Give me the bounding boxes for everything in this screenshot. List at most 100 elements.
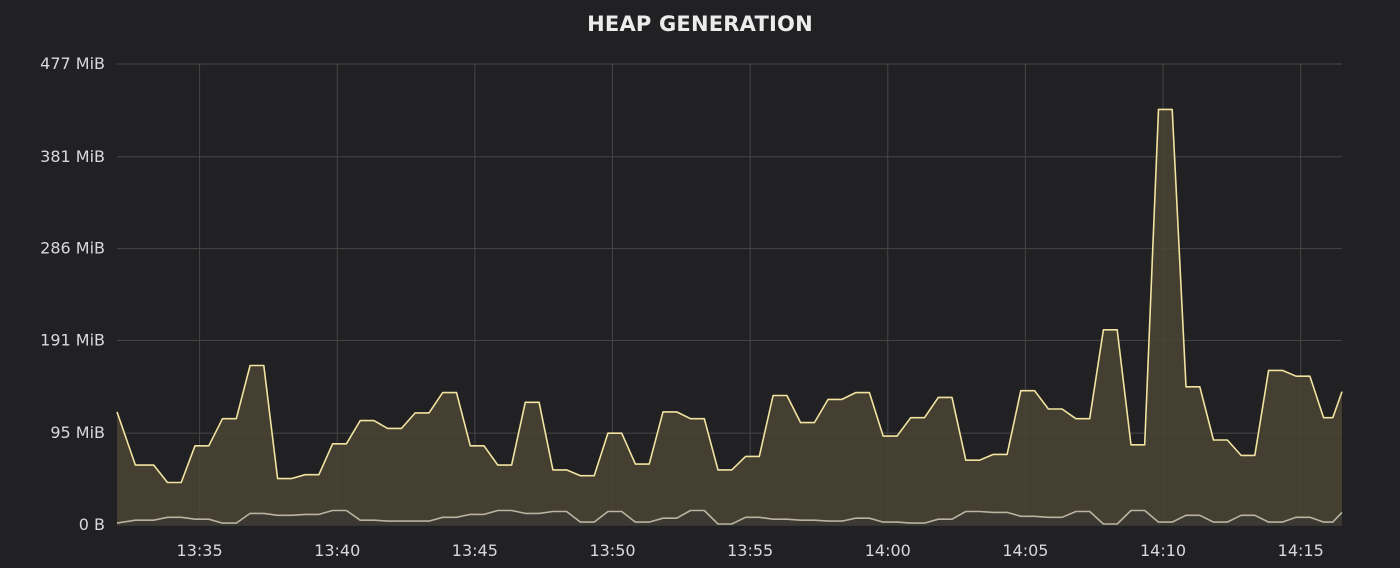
data-point — [1268, 370, 1269, 371]
data-point — [194, 445, 195, 446]
data-point — [387, 521, 388, 522]
data-point — [116, 411, 117, 412]
data-point — [525, 402, 526, 403]
data-point — [910, 522, 911, 523]
data-point — [594, 475, 595, 476]
data-point — [814, 422, 815, 423]
data-point — [1062, 408, 1063, 409]
data-point — [745, 517, 746, 518]
data-point — [690, 418, 691, 419]
data-point — [1089, 511, 1090, 512]
data-point — [236, 418, 237, 419]
data-point — [373, 420, 374, 421]
data-point — [181, 517, 182, 518]
data-point — [1227, 522, 1228, 523]
x-tick-label: 14:15 — [1278, 541, 1324, 560]
data-point — [552, 511, 553, 512]
data-point — [1048, 517, 1049, 518]
data-point — [1227, 439, 1228, 440]
panel-title: HEAP GENERATION — [587, 12, 813, 36]
data-point — [401, 428, 402, 429]
data-point — [497, 510, 498, 511]
data-point — [1213, 439, 1214, 440]
data-point — [800, 422, 801, 423]
data-point — [1020, 516, 1021, 517]
data-point — [607, 433, 608, 434]
data-point — [786, 395, 787, 396]
data-point — [401, 521, 402, 522]
data-point — [415, 521, 416, 522]
data-point — [428, 521, 429, 522]
grid-lines — [117, 63, 1342, 526]
data-point — [649, 522, 650, 523]
data-point — [1130, 444, 1131, 445]
data-point — [841, 521, 842, 522]
data-point — [883, 522, 884, 523]
y-tick-label: 286 MiB — [40, 239, 105, 258]
data-point — [153, 464, 154, 465]
data-point — [635, 522, 636, 523]
data-point — [607, 511, 608, 512]
data-point — [135, 520, 136, 521]
y-tick-label: 381 MiB — [40, 147, 105, 166]
data-point — [291, 515, 292, 516]
data-point — [745, 456, 746, 457]
y-tick-label: 0 B — [79, 515, 105, 534]
data-point — [318, 474, 319, 475]
data-point — [1185, 386, 1186, 387]
data-point — [387, 428, 388, 429]
data-point — [1034, 390, 1035, 391]
data-point — [580, 475, 581, 476]
data-point — [621, 433, 622, 434]
data-point — [538, 402, 539, 403]
data-point — [1048, 408, 1049, 409]
data-point — [1158, 522, 1159, 523]
series-1-line — [116, 108, 1343, 484]
data-point — [277, 515, 278, 516]
data-point — [938, 519, 939, 520]
data-point — [717, 523, 718, 524]
data-point — [1309, 517, 1310, 518]
data-point — [649, 464, 650, 465]
data-point — [208, 445, 209, 446]
data-point — [924, 417, 925, 418]
data-point — [828, 521, 829, 522]
data-point — [896, 435, 897, 436]
data-point — [800, 520, 801, 521]
data-point — [580, 522, 581, 523]
data-point — [1332, 522, 1333, 523]
x-tick-label: 13:45 — [452, 541, 498, 560]
data-point — [1323, 522, 1324, 523]
data-point — [704, 510, 705, 511]
data-point — [456, 517, 457, 518]
data-point — [263, 513, 264, 514]
data-point — [346, 510, 347, 511]
data-point — [1103, 329, 1104, 330]
data-point — [291, 478, 292, 479]
data-point — [153, 520, 154, 521]
data-point — [1075, 511, 1076, 512]
data-point — [951, 519, 952, 520]
series-1-area — [117, 109, 1342, 526]
data-point — [135, 464, 136, 465]
data-point — [855, 392, 856, 393]
series-2-line — [116, 509, 1343, 525]
data-point — [772, 519, 773, 520]
y-tick-label: 95 MiB — [50, 423, 105, 442]
data-point — [965, 511, 966, 512]
data-point — [1199, 515, 1200, 516]
x-tick-label: 13:40 — [314, 541, 360, 560]
data-point — [116, 522, 117, 523]
data-point — [1332, 417, 1333, 418]
data-point — [236, 522, 237, 523]
data-point — [1144, 510, 1145, 511]
data-point — [373, 520, 374, 521]
data-point — [511, 464, 512, 465]
data-point — [690, 510, 691, 511]
y-axis: 0 B 95 MiB 191 MiB 286 MiB 381 MiB 477 MiB — [40, 54, 105, 534]
data-point — [305, 474, 306, 475]
data-point — [1103, 523, 1104, 524]
data-point — [1268, 522, 1269, 523]
x-tick-label: 14:10 — [1140, 541, 1186, 560]
